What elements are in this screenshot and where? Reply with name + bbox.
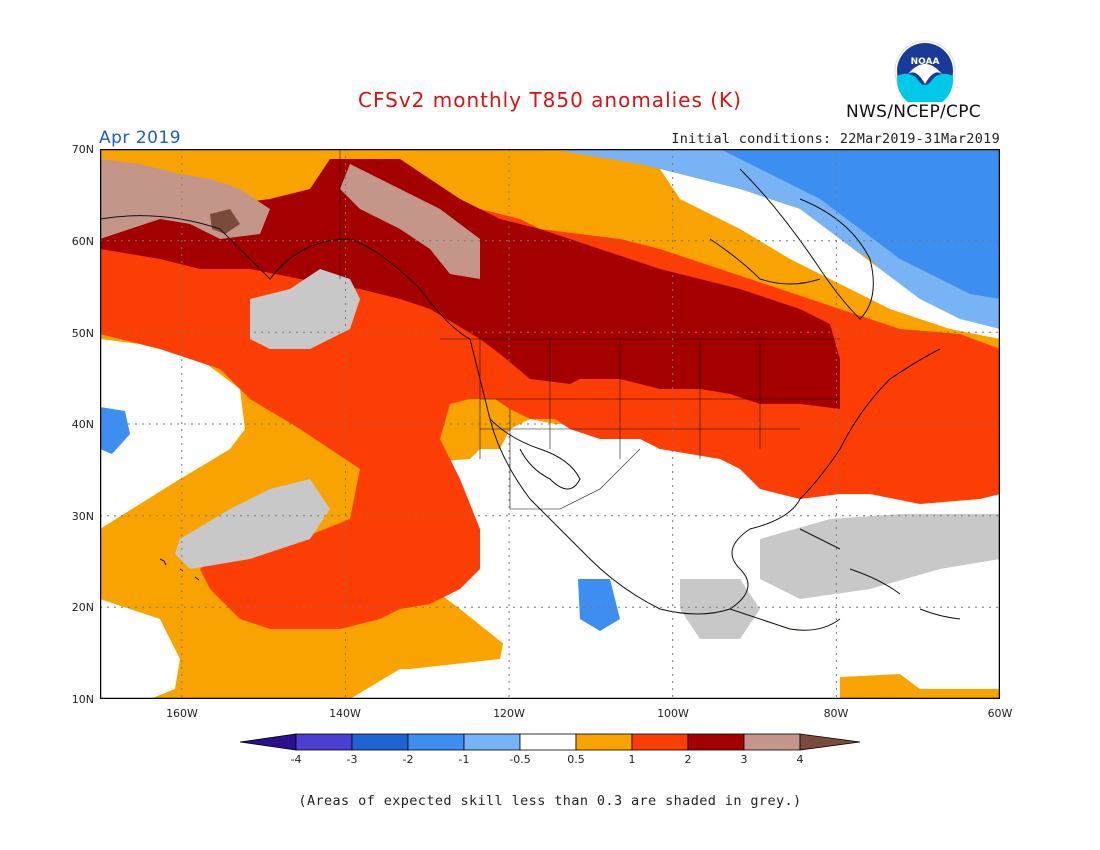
lat-label-20n: 20N bbox=[71, 601, 94, 614]
lon-label-60w: 60W bbox=[987, 707, 1013, 720]
colorbar-label: 3 bbox=[740, 753, 748, 766]
lon-label-80w: 80W bbox=[823, 707, 849, 720]
lat-label-50n: 50N bbox=[71, 327, 94, 340]
anomaly-region-white-pacific-west bbox=[100, 339, 245, 499]
lon-label-160w: 160W bbox=[166, 707, 198, 720]
anomaly-region-white-atlantic bbox=[740, 669, 1000, 699]
forecast-month: Apr 2019 bbox=[99, 128, 182, 148]
anomaly-region-white-pacific-south bbox=[100, 599, 180, 699]
anomaly-map bbox=[99, 148, 1001, 703]
colorbar-segment-05-1 bbox=[575, 733, 633, 751]
colorbar-label: -3 bbox=[346, 753, 358, 766]
low-skill-grey-central-america bbox=[680, 579, 760, 639]
colorbar-segment-lt-m4 bbox=[239, 733, 297, 751]
colorbar-segment-m2-m1 bbox=[407, 733, 465, 751]
colorbar-label: -1 bbox=[458, 753, 470, 766]
lon-label-100w: 100W bbox=[657, 707, 689, 720]
lat-label-70n: 70N bbox=[71, 143, 94, 156]
graticule bbox=[100, 149, 1000, 699]
lat-label-60n: 60N bbox=[71, 235, 94, 248]
colorbar-label: -4 bbox=[290, 753, 302, 766]
noaa-logo-icon: NOAA bbox=[894, 40, 956, 108]
colorbar-segment-3-4 bbox=[743, 733, 801, 751]
colorbar-segment-2-3 bbox=[687, 733, 745, 751]
low-skill-grey-north-pacific bbox=[250, 269, 360, 349]
colorbar-label: 2 bbox=[684, 753, 692, 766]
lat-label-40n: 40N bbox=[71, 418, 94, 431]
anomaly-region-darkred bbox=[100, 159, 840, 409]
colorbar-label: 0.5 bbox=[567, 753, 585, 766]
colorbar-segment-m4-m3 bbox=[295, 733, 353, 751]
lat-label-10n: 10N bbox=[71, 693, 94, 706]
colorbar-segment-m3-m2 bbox=[351, 733, 409, 751]
anomaly-region-blue bbox=[720, 149, 1000, 299]
lon-label-140w: 140W bbox=[329, 707, 361, 720]
organization-label: NWS/NCEP/CPC bbox=[846, 102, 981, 122]
colorbar-label: 1 bbox=[628, 753, 636, 766]
colorbar-segment-gt-4 bbox=[799, 733, 861, 751]
map-frame bbox=[99, 148, 1001, 700]
anomaly-region-blue-mexico bbox=[578, 579, 620, 631]
skill-note: (Areas of expected skill less than 0.3 a… bbox=[298, 793, 802, 809]
anomaly-region-white-hudson bbox=[660, 169, 1000, 339]
lon-label-120w: 120W bbox=[493, 707, 525, 720]
anomaly-region-blue-pacific bbox=[100, 407, 130, 454]
colorbar bbox=[239, 733, 861, 755]
colorbar-segment-1-2 bbox=[631, 733, 689, 751]
logo-text: NOAA bbox=[911, 57, 940, 67]
initial-conditions: Initial conditions: 22Mar2019-31Mar2019 bbox=[671, 131, 1000, 147]
colorbar-segment-neutral bbox=[519, 733, 577, 751]
low-skill-grey-atlantic bbox=[760, 514, 1000, 599]
anomaly-region-tan-yukon bbox=[340, 164, 480, 279]
chart-title: CFSv2 monthly T850 anomalies (K) bbox=[358, 88, 742, 112]
colorbar-label: -0.5 bbox=[509, 753, 531, 766]
colorbar-label: -2 bbox=[402, 753, 414, 766]
colorbar-segment-m1-m05 bbox=[463, 733, 521, 751]
low-skill-grey-subtropical-pacific bbox=[175, 479, 330, 569]
political-boundaries bbox=[339, 149, 840, 510]
lat-label-30n: 30N bbox=[71, 510, 94, 523]
colorbar-label: 4 bbox=[796, 753, 804, 766]
